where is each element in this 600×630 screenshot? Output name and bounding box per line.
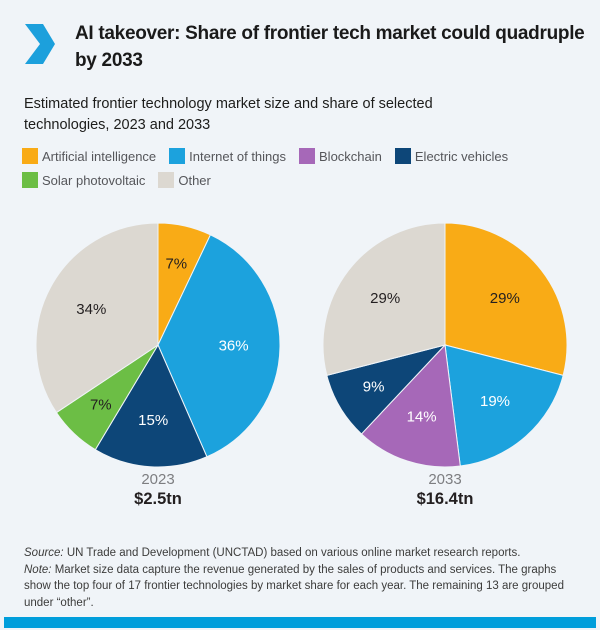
pie-percent-label: 36% [219,338,249,355]
pie-percent-label: 7% [90,397,112,414]
pie-percent-label: 29% [490,290,520,307]
pie-percent-label: 34% [76,301,106,318]
pie-figure-2023: 7% 36% 15% 7% 34% 2023 $2.5tn [23,210,293,509]
pie-percent-label: 9% [363,379,385,396]
legend-swatch-icon [394,148,411,164]
pie-chart-2023: 7% 36% 15% 7% 34% [35,222,281,468]
source-text: UN Trade and Development (UNCTAD) based … [63,547,521,559]
legend-label: Other [178,172,211,188]
pie-caption-2023: 2023 $2.5tn [23,470,293,509]
market-size-label: $2.5tn [134,490,182,508]
page-title: AI takeover: Share of frontier tech mark… [75,23,585,71]
legend-item-blockchain: Blockchain [299,148,382,164]
legend: Artificial intelligence Internet of thing… [22,148,582,188]
source-line: Source: UN Trade and Development (UNCTAD… [24,545,582,562]
note-text: Market size data capture the revenue gen… [24,563,564,609]
footer-bar [4,617,596,628]
legend-swatch-icon [22,172,38,188]
pie-percent-label: 14% [407,408,437,425]
legend-item-other: Other [158,172,211,188]
pie-percent-label: 19% [480,393,510,410]
pie-slice-other [322,222,446,376]
market-size-label: $16.4tn [416,490,474,508]
legend-label: Artificial intelligence [42,148,157,164]
pie-slice-artificial-intelligence [444,222,568,376]
legend-label: Solar photovoltaic [42,172,146,188]
pie-slice-electric-vehicles [94,343,208,468]
legend-swatch-icon [299,148,316,164]
pie-caption-2033: 2033 $16.4tn [310,470,580,509]
pie-chart-2033: 29% 19% 14% 9% 29% [322,222,568,468]
pie-slice-blockchain [360,343,461,468]
legend-item-solar-photovoltaic: Solar photovoltaic [22,172,145,188]
pie-slice-internet-of-things [157,234,281,458]
legend-label: Internet of things [189,148,287,164]
chevron-shape [25,24,55,64]
pie-slice-internet-of-things [444,344,564,467]
legend-label: Blockchain [319,148,382,164]
legend-item-internet-of-things: Internet of things [169,148,286,164]
pie-percent-label: 29% [370,290,400,307]
chevron-logo-icon [25,24,55,64]
pie-slice-other [35,222,159,414]
year-label: 2033 [428,471,462,488]
year-label: 2023 [141,471,175,488]
note-label: Note: [24,563,52,576]
note-line: Note: Market size data capture the reven… [24,562,582,612]
pie-percent-label: 7% [165,256,187,273]
legend-label: Electric vehicles [414,148,509,164]
legend-swatch-icon [22,148,38,164]
footnote: Source: UN Trade and Development (UNCTAD… [24,545,582,611]
legend-swatch-icon [169,148,186,164]
pie-figure-2033: 29% 19% 14% 9% 29% 2033 $16.4tn [310,210,580,509]
legend-swatch-icon [158,172,175,188]
legend-item-artificial-intelligence: Artificial intelligence [22,148,156,164]
source-label: Source: [24,547,64,559]
chart-subtitle: Estimated frontier technology market siz… [24,96,433,133]
legend-item-electric-vehicles: Electric vehicles [394,148,509,164]
pie-percent-label: 15% [138,412,168,429]
